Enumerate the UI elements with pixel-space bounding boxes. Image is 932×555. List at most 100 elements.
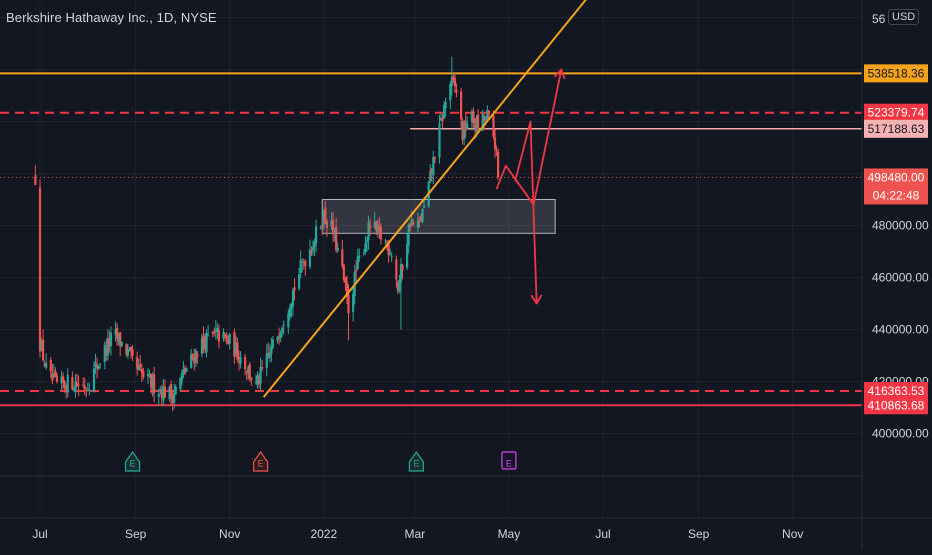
candle-body [364,243,367,253]
candle-body [193,357,196,364]
candle-body [492,115,495,137]
candle-body [267,352,270,355]
candle-body [83,385,86,390]
candle-body [257,377,261,384]
candle-body [265,353,268,369]
candle-body [211,331,214,334]
candle-body [271,339,275,348]
candle-body [227,338,230,344]
candle-body [439,117,443,121]
candle-body [234,342,237,355]
candle-body [268,353,271,358]
earnings-event-2[interactable]: E [408,450,424,472]
candle-body [450,77,453,86]
candle-body [379,227,382,240]
candle-body [139,364,142,367]
candle-body [248,364,251,379]
candle-body [288,307,291,317]
candle-body [335,227,338,251]
candle-body [88,389,91,391]
candle-body [368,225,372,229]
candlestick-series [34,56,500,412]
candle-body [190,354,193,368]
candle-body [422,205,426,208]
candle-body [233,332,236,357]
candle-body [419,216,423,221]
candle-body [356,256,359,270]
candle-body [484,116,487,121]
price-axis-label: 480000.00 [872,219,929,233]
candle-body [182,369,185,374]
candle-body [222,331,225,339]
candle-body [331,220,335,233]
dividend-event-1[interactable]: E [252,450,269,472]
candle-body [412,222,415,225]
candle-body [153,374,156,394]
event-badge [252,450,269,472]
candle-body [409,224,412,227]
candle-body [376,224,379,233]
candle-body [256,375,259,385]
candle-body [291,290,295,307]
candle-body [207,334,210,336]
candle-body [486,109,489,119]
candle-body [301,261,304,263]
candle-body [472,111,475,124]
candle-body [367,222,370,241]
horizontal-levels [0,72,862,407]
earnings-event-1[interactable]: E [124,450,141,472]
bear-arrow-head [530,294,543,305]
candle-body [387,241,390,256]
candle-body [270,346,273,355]
bull-arrow-1-head [553,68,566,80]
candle-body [277,337,281,339]
candle-body [45,362,48,368]
candle-body [365,240,369,243]
time-axis-label: Nov [219,527,240,541]
candle-body [311,247,315,251]
candle-body [63,381,66,388]
candle-body [120,342,123,347]
event-badge [124,450,141,472]
candle-body [126,349,130,356]
consolidation-zone [321,199,556,234]
last-price-label: 498480.00 [868,170,925,184]
symbol-title[interactable]: Berkshire Hathaway Inc., 1D, NYSE [6,10,217,25]
candle-body [119,332,122,347]
candle-body [410,219,413,226]
candle-body [65,386,68,392]
candle-body [114,329,117,335]
candle-body [336,247,339,252]
candle-body [34,175,37,185]
candle-body [159,389,162,392]
time-axis-label: 2022 [310,527,337,541]
short-level-label: 517188.63 [868,122,925,136]
candle-body [279,332,282,339]
currency-button[interactable]: USD [888,9,920,25]
event-badge-label: E [506,459,512,469]
candle-body [406,244,409,268]
scenario-arrows [495,68,566,305]
candle-body [290,303,293,309]
candle-body [225,335,228,339]
candle-body [259,366,262,384]
candle-body [455,89,458,93]
event-badge [408,450,424,472]
upcoming-event[interactable]: E [501,451,517,470]
candle-body [116,327,119,339]
dashed-level-upper-label: 523379.74 [868,106,925,120]
candle-body [216,327,219,333]
candle-body [66,374,69,393]
candle-body [313,241,316,248]
trendline-group [262,0,587,398]
candle-body [310,250,313,253]
candle-body [151,377,154,390]
candle-body [389,253,392,255]
candle-body [378,225,381,230]
candle-body [131,349,134,356]
event-badge-label: E [130,459,136,469]
